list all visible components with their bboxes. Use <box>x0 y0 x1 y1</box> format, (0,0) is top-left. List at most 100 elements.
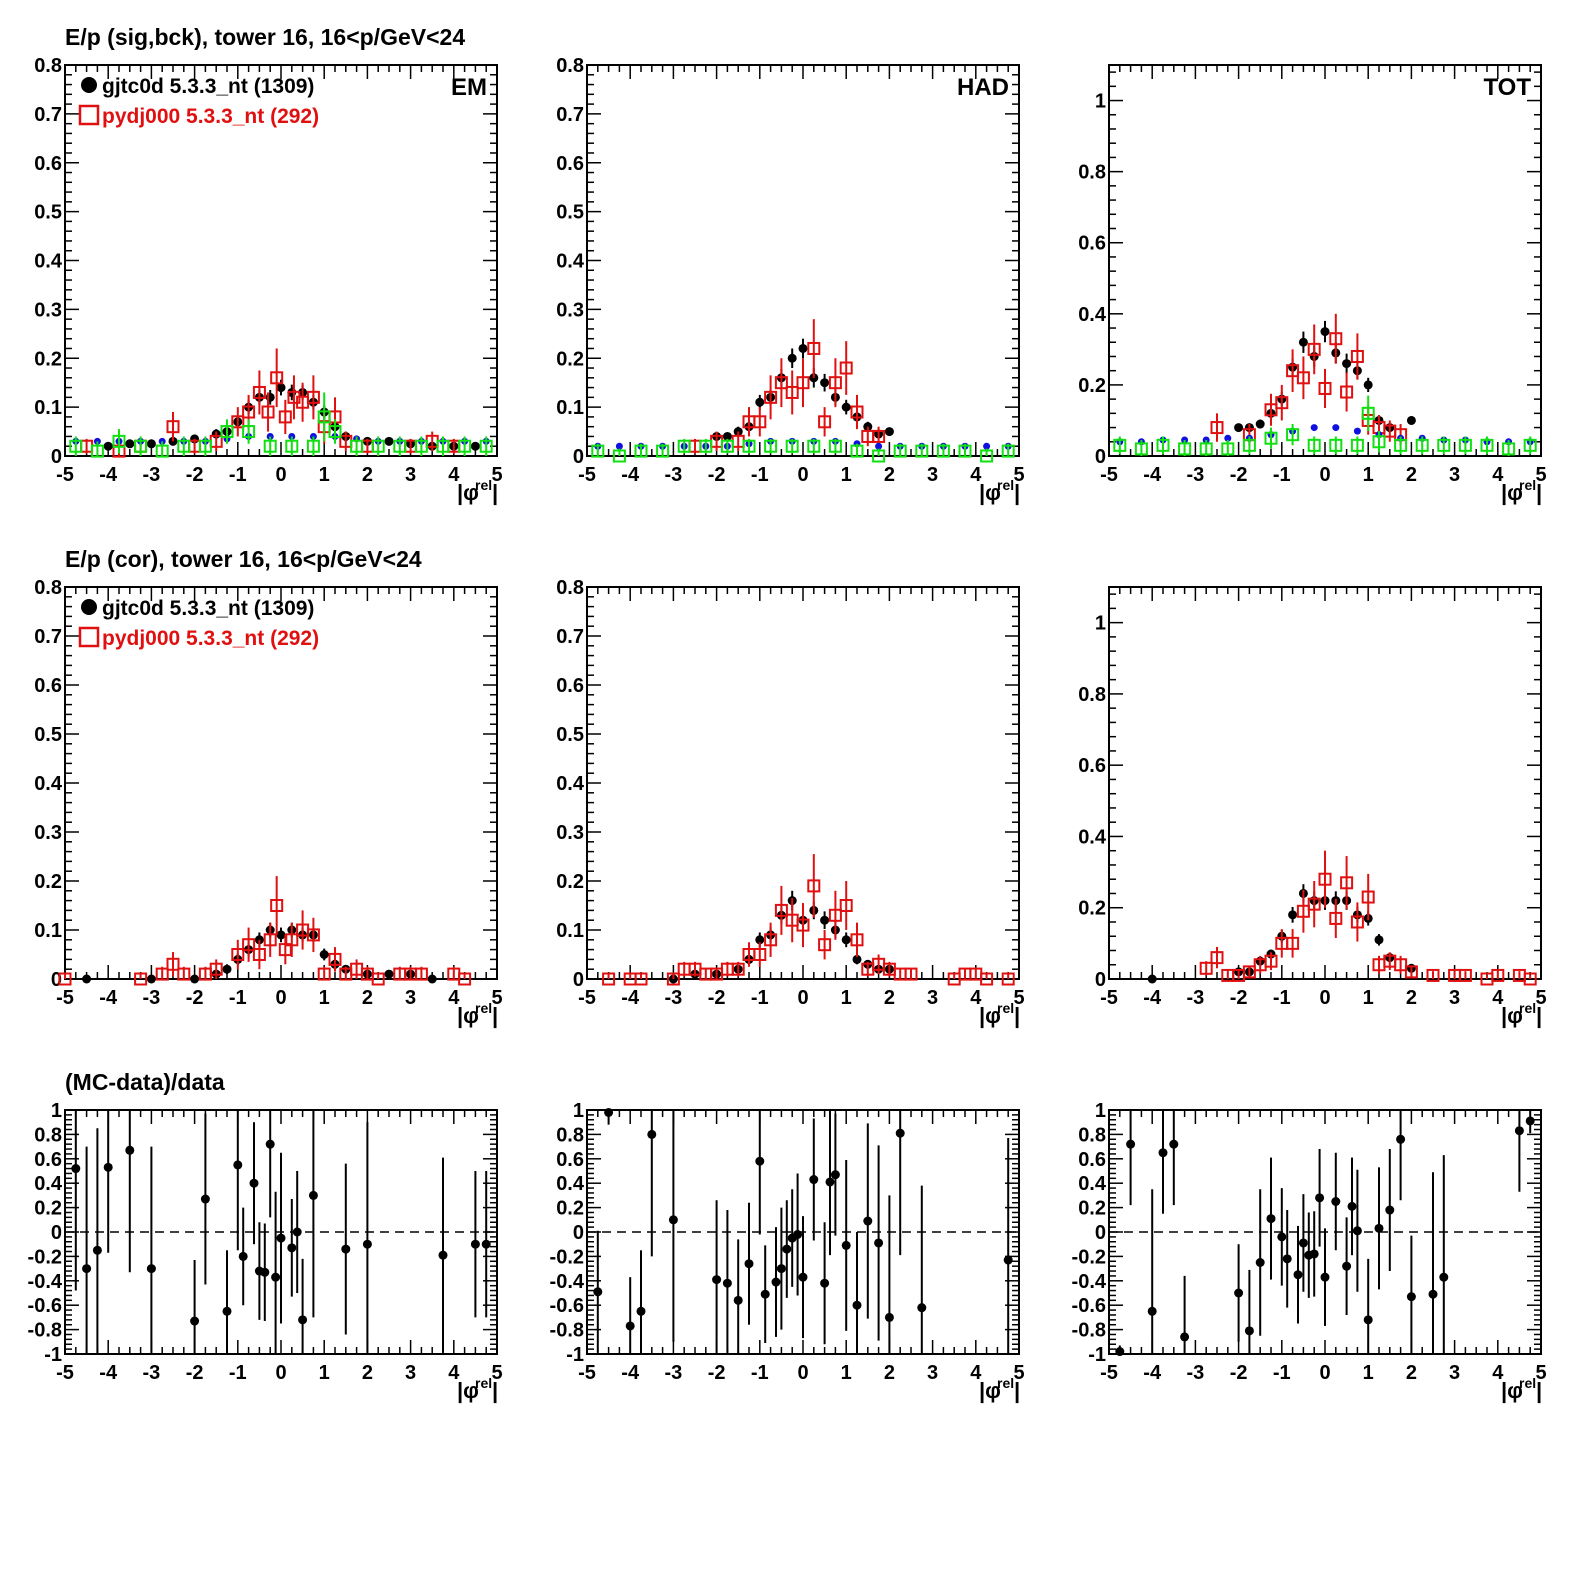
x-tick-label: -1 <box>1273 464 1291 486</box>
data-point <box>1003 1255 1013 1265</box>
data-point <box>1458 968 1472 982</box>
data-point <box>166 420 180 434</box>
data-point <box>1147 1306 1157 1316</box>
data-point <box>287 1243 297 1253</box>
data-point <box>796 918 810 932</box>
data-point <box>1244 1326 1254 1336</box>
data-point <box>1329 911 1343 925</box>
x-axis-label-sup: rel <box>475 477 492 493</box>
y-tick-label: 0.2 <box>34 871 62 893</box>
y-tick-label: 0 <box>51 446 62 468</box>
data-point <box>852 1300 862 1310</box>
data-point <box>634 972 648 986</box>
data-point <box>850 933 864 947</box>
x-tick-label: 0 <box>275 464 286 486</box>
x-axis-label-sup: rel <box>475 1000 492 1016</box>
data-point <box>1307 438 1321 452</box>
data-point <box>1361 890 1375 904</box>
x-tick-label: -5 <box>1100 987 1118 1009</box>
data-point <box>1347 1201 1357 1211</box>
y-tick-label: 0.5 <box>34 724 62 746</box>
data-point <box>1458 438 1472 452</box>
data-point <box>270 899 284 912</box>
data-point <box>252 948 266 961</box>
data-point <box>1298 337 1308 347</box>
data-point <box>1277 1232 1287 1242</box>
data-point <box>1374 935 1384 945</box>
x-tick-label: -1 <box>751 1362 769 1384</box>
data-point <box>1372 435 1386 449</box>
data-point <box>863 1216 873 1226</box>
column-label: TOT <box>1483 74 1531 101</box>
data-point <box>1396 1134 1406 1144</box>
x-tick-label: 5 <box>491 1362 502 1384</box>
series-0 <box>593 1107 1013 1354</box>
x-tick-label: 5 <box>491 987 502 1009</box>
data-point <box>591 444 605 458</box>
data-point <box>807 439 821 453</box>
data-point <box>798 1272 808 1282</box>
data-point <box>1307 897 1321 911</box>
y-tick-label: -1 <box>566 1344 584 1366</box>
data-point <box>1480 438 1494 452</box>
data-point <box>807 879 821 893</box>
data-point <box>1329 438 1343 452</box>
data-point <box>1340 876 1354 890</box>
x-tick-label: -2 <box>186 1362 204 1384</box>
data-point <box>1309 1249 1319 1259</box>
data-point <box>828 376 842 390</box>
data-point <box>753 948 767 961</box>
data-point <box>298 1315 308 1325</box>
data-point <box>1147 974 1157 984</box>
data-point <box>818 415 832 429</box>
y-tick-label: 0.7 <box>34 626 62 648</box>
x-axis-label-end: | <box>1536 480 1542 505</box>
data-point <box>809 1175 819 1185</box>
data-point <box>317 410 331 424</box>
data-point <box>231 415 245 429</box>
y-tick-label: 1 <box>1095 91 1106 113</box>
data-point <box>384 969 394 979</box>
data-point <box>242 405 256 419</box>
data-point <box>71 1164 81 1174</box>
data-point <box>285 439 299 453</box>
data-point <box>1275 396 1289 410</box>
x-tick-label: 2 <box>362 987 373 1009</box>
data-point <box>1320 1272 1330 1282</box>
x-tick-label: -1 <box>229 987 247 1009</box>
data-point <box>1134 442 1148 456</box>
x-tick-label: -3 <box>665 987 683 1009</box>
data-point <box>1310 424 1318 432</box>
x-tick-label: -4 <box>99 464 118 486</box>
x-tick-label: -1 <box>751 464 769 486</box>
data-point <box>825 1177 835 1187</box>
y-tick-label: -0.6 <box>550 1295 584 1317</box>
x-tick-label: 2 <box>1406 464 1417 486</box>
y-tick-label: 0.8 <box>556 55 584 77</box>
data-point <box>722 1278 732 1288</box>
y-tick-label: 1 <box>51 1100 62 1122</box>
data-point <box>1363 1315 1373 1325</box>
y-tick-label: 0.2 <box>556 871 584 893</box>
data-point <box>1286 936 1300 950</box>
data-point <box>393 439 407 453</box>
x-tick-label: -3 <box>665 464 683 486</box>
x-axis-label-end: | <box>492 1003 498 1028</box>
data-point <box>1437 438 1451 452</box>
x-axis-label-sup: rel <box>475 1375 492 1391</box>
data-point <box>242 425 256 439</box>
data-point <box>1234 1288 1244 1298</box>
data-point <box>872 449 886 463</box>
data-point <box>90 444 104 458</box>
data-point <box>278 410 292 424</box>
data-point <box>733 1295 743 1305</box>
data-point <box>1307 342 1321 356</box>
x-tick-label: 5 <box>1013 464 1024 486</box>
data-point <box>238 1251 248 1261</box>
series-1 <box>602 854 1015 986</box>
data-point <box>231 948 245 961</box>
data-point <box>1385 1205 1395 1215</box>
data-point <box>904 967 918 981</box>
data-point <box>1502 442 1516 456</box>
